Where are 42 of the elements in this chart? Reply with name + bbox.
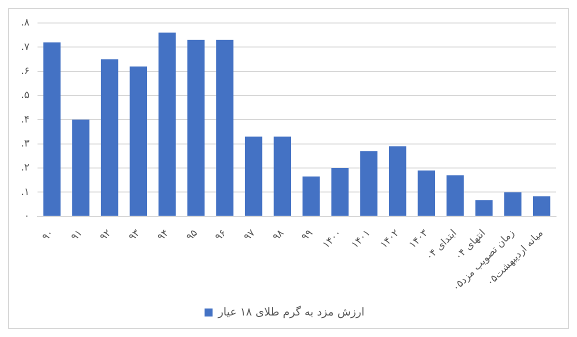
bar	[43, 42, 61, 216]
bar	[158, 32, 176, 216]
bar	[216, 40, 234, 216]
x-tick-label: ۹۶	[213, 228, 229, 244]
x-tick-label: ۹۲	[98, 228, 114, 244]
x-tick-label: ۹۴	[156, 228, 172, 244]
bar	[446, 175, 464, 216]
bar	[130, 66, 147, 216]
x-tick-label: ۹۳	[126, 227, 143, 244]
y-tick-label: .۴	[20, 114, 30, 126]
x-tick-label: ۹۵	[184, 228, 200, 244]
x-tick-label: ۹۹	[300, 228, 316, 244]
y-tick-label: .۷	[20, 42, 30, 53]
bar	[331, 168, 349, 216]
x-tick-label: ۱۴۰۳	[407, 227, 431, 251]
bar	[418, 170, 436, 216]
bar	[532, 196, 550, 216]
bar	[388, 146, 406, 216]
y-tick-label: .۶	[20, 66, 30, 77]
y-tick-label: .۵	[20, 90, 30, 102]
bar	[302, 176, 320, 216]
bar	[244, 136, 262, 216]
x-tick-label: ۹۷	[242, 227, 258, 244]
legend-label: ارزش مزد به گرم طلای ۱۸ عیار	[217, 305, 364, 318]
y-tick-label: ۰	[24, 210, 30, 222]
x-tick-label: ۱۴۰۲	[378, 228, 402, 251]
bar	[504, 192, 522, 216]
y-tick-label: .۳	[20, 138, 30, 150]
bar	[475, 200, 493, 216]
x-tick-label: ۹۸	[270, 227, 287, 244]
bar	[100, 59, 118, 216]
bar	[187, 40, 205, 216]
bar	[360, 151, 378, 216]
y-tick-label: .۲	[20, 162, 30, 174]
bar	[274, 136, 292, 216]
x-tick-label: ۱۴۰۰	[320, 228, 344, 251]
bar	[72, 120, 90, 216]
y-tick-label: .۱	[20, 186, 30, 198]
y-tick-label: .۸	[20, 18, 30, 29]
x-tick-label: ۱۴۰۱	[350, 228, 373, 251]
x-tick-label: ۹۰	[40, 228, 56, 244]
x-tick-label: ۹۱	[69, 228, 85, 244]
